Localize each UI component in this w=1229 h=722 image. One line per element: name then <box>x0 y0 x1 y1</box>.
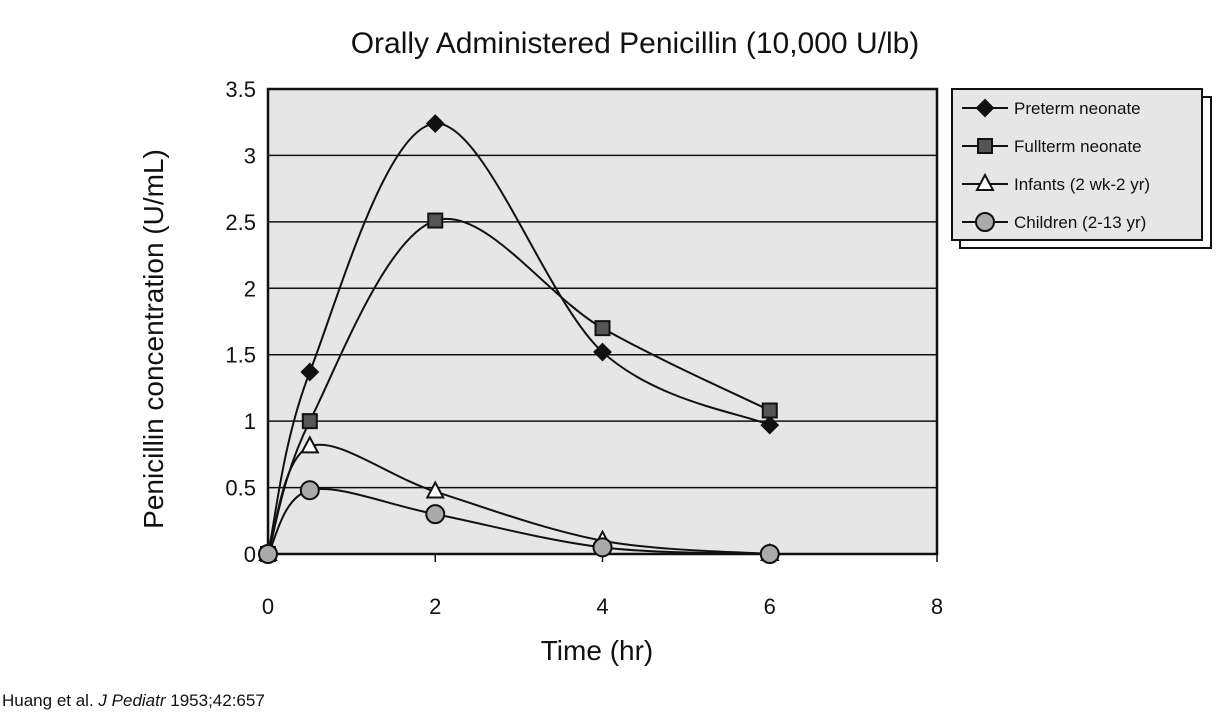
data-point-diamond <box>300 362 320 382</box>
data-point-square <box>761 402 778 419</box>
x-tick-label: 2 <box>429 594 441 619</box>
legend-box <box>951 88 1203 241</box>
series-3 <box>258 480 780 564</box>
x-axis-ticks: 0 2 4 6 8 <box>262 554 943 619</box>
legend-marker-diamond <box>975 98 995 118</box>
y-tick-label: 3.5 <box>225 77 256 102</box>
data-point-square <box>594 320 611 337</box>
y-tick-label: 1.5 <box>225 343 256 368</box>
y-axis-ticks: 0 0.5 1 1.5 2 2.5 3 3.5 <box>225 77 256 567</box>
legend-item: Children (2-13 yr) <box>962 212 1146 232</box>
chart-title: Orally Administered Penicillin (10,000 U… <box>351 27 920 60</box>
data-point-triangle <box>425 480 445 499</box>
x-axis-label: Time (hr) <box>541 635 654 666</box>
data-point-diamond <box>425 114 445 133</box>
citation-journal: J Pediatr <box>98 691 166 710</box>
x-tick-label: 4 <box>596 594 608 619</box>
legend-item: Preterm neonate <box>962 98 1141 118</box>
y-tick-label: 3 <box>244 143 256 168</box>
penicillin-chart: Orally Administered Penicillin (10,000 U… <box>138 27 1212 666</box>
legend-label: Fullterm neonate <box>1014 137 1142 156</box>
data-point-square <box>301 413 318 430</box>
y-tick-label: 0.5 <box>225 476 256 501</box>
citation: Huang et al. J Pediatr 1953;42:657 <box>2 691 265 711</box>
legend-marker-circle <box>975 212 995 232</box>
legend-label: Infants (2 wk-2 yr) <box>1014 175 1150 194</box>
data-point-triangle <box>300 435 320 454</box>
y-tick-label: 2 <box>244 276 256 301</box>
y-tick-label: 2.5 <box>225 210 256 235</box>
legend: Preterm neonate Fullterm neonate Infants (… <box>951 88 1212 249</box>
y-tick-label: 1 <box>244 409 256 434</box>
data-point-diamond <box>593 342 612 362</box>
citation-ref: 1953;42:657 <box>170 691 265 710</box>
data-point-circle <box>299 480 320 501</box>
legend-label: Children (2-13 yr) <box>1014 213 1146 232</box>
y-axis-label: Penicillin concentration (U/mL) <box>138 149 169 529</box>
legend-marker-triangle <box>975 172 995 191</box>
x-tick-label: 8 <box>931 594 943 619</box>
series-line <box>267 488 770 555</box>
x-tick-label: 0 <box>262 594 274 619</box>
data-point-diamond <box>760 415 780 435</box>
data-point-square <box>427 212 444 229</box>
data-point-circle <box>759 544 780 564</box>
legend-marker-square <box>977 138 993 154</box>
data-point-circle <box>258 544 278 564</box>
legend-label: Preterm neonate <box>1014 99 1141 118</box>
x-tick-label: 6 <box>764 594 776 619</box>
citation-authors: Huang et al. <box>2 691 94 710</box>
data-point-circle <box>592 537 613 558</box>
data-point-circle <box>425 504 446 525</box>
legend-item: Fullterm neonate <box>962 137 1142 156</box>
legend-items: Preterm neonate Fullterm neonate Infants (… <box>962 98 1150 232</box>
legend-item: Infants (2 wk-2 yr) <box>962 172 1150 194</box>
series-layer <box>258 114 780 564</box>
y-tick-label: 0 <box>244 542 256 567</box>
